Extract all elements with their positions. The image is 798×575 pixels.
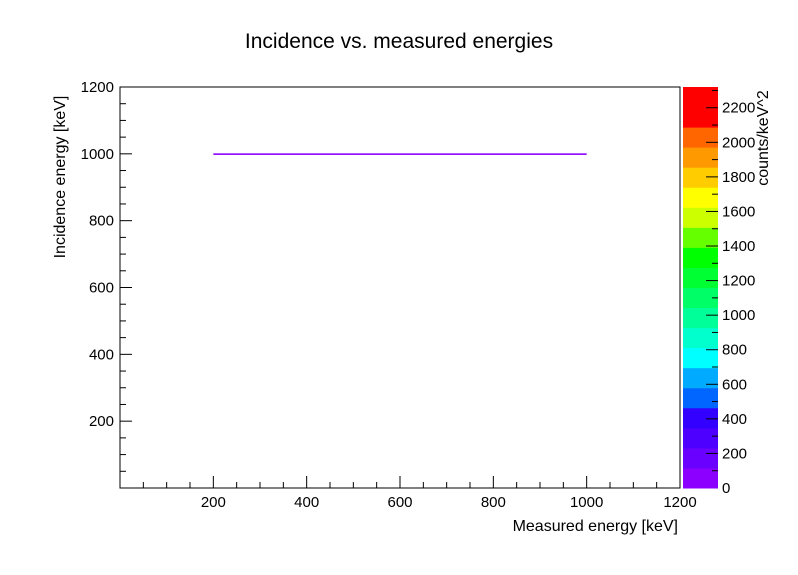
z-tick-label: 1000	[722, 307, 755, 324]
x-tick-label: 600	[387, 494, 412, 511]
data-band	[213, 153, 587, 155]
palette-swatch	[683, 367, 718, 389]
palette-swatch	[683, 467, 718, 489]
x-tick-label: 1200	[663, 494, 696, 511]
z-tick-label: 200	[722, 445, 747, 462]
z-tick-label: 1600	[722, 203, 755, 220]
palette-swatch	[683, 247, 718, 268]
z-tick-label: 400	[722, 411, 747, 428]
palette-swatch	[683, 307, 718, 329]
palette-swatch	[683, 287, 718, 309]
y-tick-label: 200	[89, 413, 114, 430]
y-axis-label: Incidence energy [keV]	[52, 95, 69, 259]
color-palette: 0 200 400 600 800 1000 1200 1400 1600 1800 2000 220…	[683, 87, 755, 497]
palette-swatch	[683, 327, 718, 349]
axes: 200 400 600 800 1000 1200 200 400 600 800 1000 1200	[81, 79, 697, 511]
palette-swatch	[683, 167, 718, 188]
palette-swatch	[683, 187, 718, 208]
y-tick-label: 600	[89, 280, 114, 297]
x-axis-label: Measured energy [keV]	[512, 518, 678, 535]
plot-frame	[119, 86, 681, 489]
palette-swatch	[683, 107, 718, 128]
y-tick-label: 1200	[81, 79, 114, 96]
z-axis-label: counts/keV^2	[755, 90, 772, 186]
z-tick-label: 2200	[722, 100, 755, 117]
z-tick-label: 600	[722, 376, 747, 393]
palette-swatch	[683, 207, 718, 228]
z-tick-label: 1400	[722, 238, 755, 255]
z-tick-label: 2000	[722, 134, 755, 151]
palette-swatch	[683, 427, 718, 449]
palette-swatch	[683, 227, 718, 248]
palette-swatch	[683, 87, 718, 108]
z-tick-label: 0	[722, 480, 730, 497]
z-tick-label: 800	[722, 342, 747, 359]
palette-swatch	[683, 127, 718, 148]
z-tick-label: 1200	[722, 273, 755, 290]
x-tick-label: 1000	[570, 494, 603, 511]
palette-swatch	[683, 147, 718, 168]
data-layer	[213, 153, 587, 155]
x-tick-label: 400	[294, 494, 319, 511]
y-tick-label: 1000	[81, 146, 114, 163]
chart-title: Incidence vs. measured energies	[244, 30, 554, 53]
x-tick-label: 200	[201, 494, 226, 511]
palette-swatch	[683, 407, 718, 429]
palette-swatch	[683, 267, 718, 288]
x-tick-label: 800	[481, 494, 506, 511]
y-tick-label: 800	[89, 213, 114, 230]
palette-swatch	[683, 347, 718, 369]
y-tick-label: 400	[89, 346, 114, 363]
z-tick-label: 1800	[722, 169, 755, 186]
palette-swatch	[683, 447, 718, 469]
palette-swatch	[683, 387, 718, 409]
